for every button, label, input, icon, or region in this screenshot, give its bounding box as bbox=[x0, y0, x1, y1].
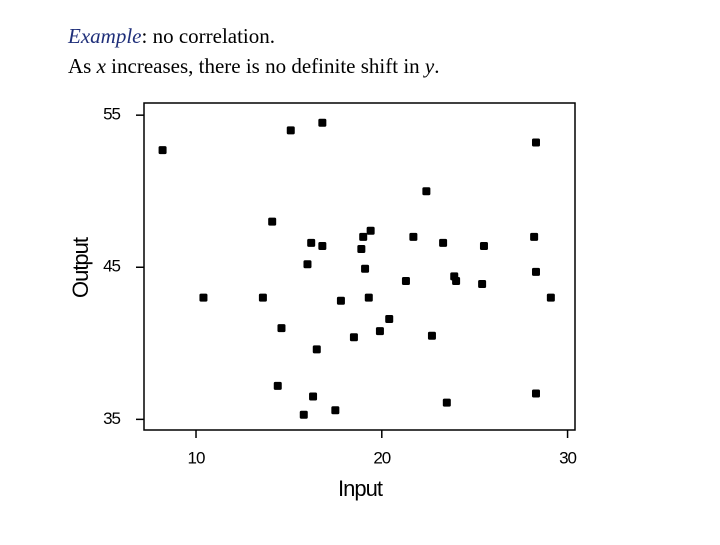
point bbox=[546, 293, 555, 302]
point bbox=[357, 245, 366, 254]
subheading-part: . bbox=[434, 54, 439, 78]
point bbox=[273, 381, 282, 390]
subheading-part: y bbox=[423, 54, 435, 78]
y-axis-label: Output bbox=[68, 237, 93, 298]
point bbox=[531, 389, 540, 398]
point bbox=[309, 392, 318, 401]
point bbox=[364, 293, 373, 302]
point bbox=[452, 276, 461, 285]
x-tick-label: 30 bbox=[559, 448, 576, 467]
point bbox=[530, 232, 539, 241]
subheading: As x increases, there is no definite shi… bbox=[68, 54, 440, 78]
subheading-part: x bbox=[96, 54, 107, 78]
point bbox=[409, 232, 418, 241]
point bbox=[299, 410, 308, 419]
point bbox=[336, 296, 345, 305]
point bbox=[439, 238, 448, 247]
x-tick-label: 10 bbox=[188, 448, 205, 467]
point bbox=[359, 232, 368, 241]
point bbox=[442, 398, 451, 407]
point bbox=[375, 327, 384, 336]
point bbox=[531, 138, 540, 147]
point bbox=[331, 406, 340, 415]
heading-text: : no correlation. bbox=[141, 24, 275, 48]
point bbox=[258, 293, 267, 302]
point bbox=[268, 217, 277, 226]
point bbox=[158, 146, 167, 155]
heading: Example: no correlation. bbox=[67, 24, 275, 48]
subheading-part: increases, there is no definite shift in bbox=[106, 54, 425, 78]
point bbox=[199, 293, 208, 302]
point bbox=[307, 238, 316, 247]
point bbox=[286, 126, 295, 135]
heading-emphasis: Example bbox=[67, 24, 141, 48]
point bbox=[401, 276, 410, 285]
x-tick-label: 20 bbox=[373, 448, 390, 467]
x-axis-label: Input bbox=[338, 476, 383, 501]
point bbox=[303, 260, 312, 269]
point bbox=[478, 279, 487, 288]
point bbox=[479, 241, 488, 250]
y-tick-label: 55 bbox=[103, 105, 120, 124]
point bbox=[385, 314, 394, 323]
point bbox=[427, 331, 436, 340]
point bbox=[349, 333, 358, 342]
point bbox=[277, 324, 286, 333]
point bbox=[422, 187, 431, 196]
point bbox=[531, 267, 540, 276]
point bbox=[318, 241, 327, 250]
plot-frame bbox=[143, 102, 576, 431]
point bbox=[318, 118, 327, 127]
y-tick-label: 35 bbox=[103, 409, 120, 428]
point bbox=[366, 226, 375, 235]
y-tick-label: 45 bbox=[103, 257, 120, 276]
subheading-part: As bbox=[68, 54, 97, 78]
point bbox=[312, 345, 321, 354]
point bbox=[361, 264, 370, 273]
